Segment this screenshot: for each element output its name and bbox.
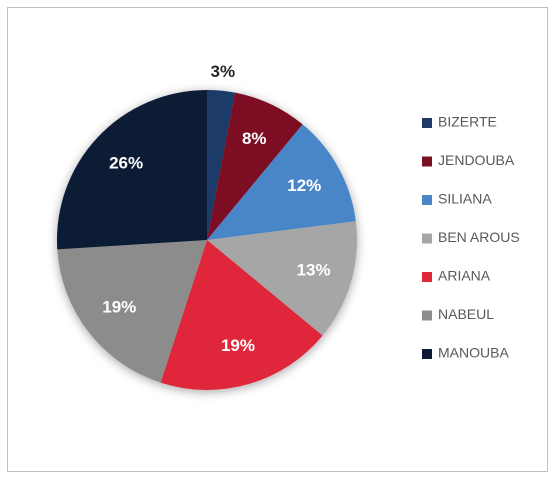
legend-label: JENDOUBA [438, 152, 515, 168]
value-label: 13% [297, 260, 331, 279]
legend-label: NABEUL [438, 306, 494, 322]
pie [57, 90, 357, 390]
value-label: 12% [287, 176, 321, 195]
pie-slice [207, 124, 356, 240]
pie-slice [57, 240, 207, 383]
pie-slice [207, 92, 303, 240]
legend-swatch [422, 195, 432, 205]
pie-slice [160, 240, 323, 390]
value-label: 26% [109, 153, 143, 172]
legend-label: BEN AROUS [438, 229, 520, 245]
legend-label: BIZERTE [438, 114, 497, 130]
legend-swatch [422, 233, 432, 244]
value-label: 19% [102, 298, 136, 317]
legend-label: SILIANA [438, 191, 492, 207]
pie-slice [207, 221, 357, 336]
pie-slice [57, 90, 207, 250]
legend-label: MANOUBA [438, 345, 509, 361]
legend-swatch [422, 310, 432, 321]
legend-label: ARIANA [438, 268, 491, 284]
value-label: 19% [221, 336, 255, 355]
legend-swatch [422, 156, 432, 167]
value-label: 8% [242, 129, 267, 148]
value-label: 3% [211, 62, 236, 81]
pie-slice [207, 90, 236, 240]
legend-swatch [422, 349, 432, 359]
legend-swatch [422, 118, 432, 128]
legend-swatch [422, 272, 432, 282]
